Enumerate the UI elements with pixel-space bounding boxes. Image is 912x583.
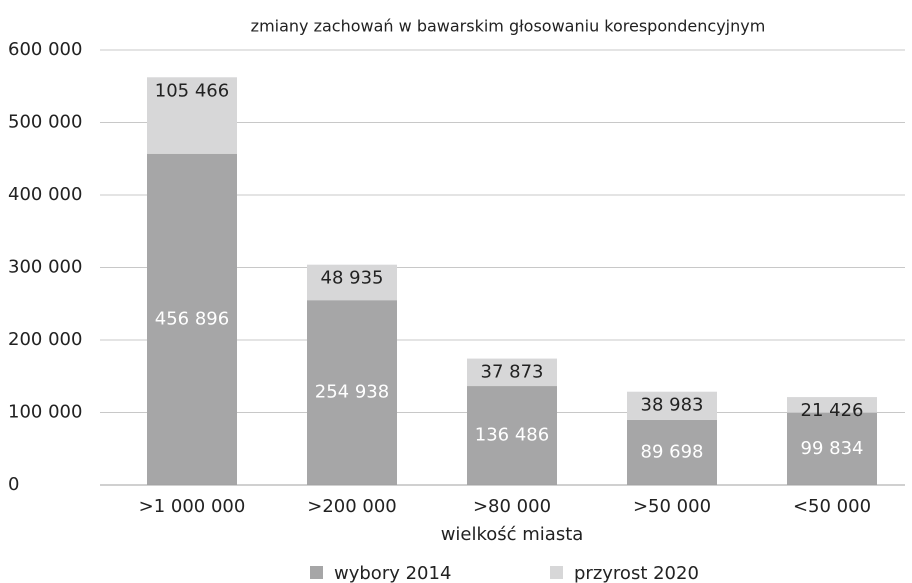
y-tick-label: 200 000: [8, 329, 82, 350]
y-tick-label: 500 000: [8, 112, 82, 133]
y-tick-label: 600 000: [8, 39, 82, 60]
data-label: 21 426: [801, 400, 864, 421]
x-tick-label: >200 000: [307, 496, 397, 517]
data-label: 38 983: [641, 395, 704, 416]
bar-segment: [627, 419, 717, 485]
bar-segment: [307, 264, 397, 301]
bar-segment: [307, 300, 397, 485]
data-label: 48 935: [321, 268, 384, 289]
data-label: 37 873: [481, 362, 544, 383]
bar-segment: [467, 358, 557, 387]
x-tick-label: >80 000: [473, 496, 551, 517]
data-label: 254 938: [315, 382, 389, 403]
legend-label: wybory 2014: [334, 563, 451, 583]
legend-label: przyrost 2020: [574, 563, 699, 583]
data-label: 99 834: [801, 438, 864, 459]
bar-segment: [627, 391, 717, 420]
legend-swatch: [550, 566, 563, 579]
y-tick-label: 100 000: [8, 402, 82, 423]
y-tick-label: 0: [8, 474, 19, 495]
bar-segment: [467, 386, 557, 485]
data-label: 89 698: [641, 441, 704, 462]
bar-segment: [147, 153, 237, 485]
chart-title: zmiany zachowań w bawarskim głosowaniu k…: [251, 17, 766, 36]
y-tick-label: 400 000: [8, 184, 82, 205]
x-tick-label: <50 000: [793, 496, 871, 517]
bar-segment: [787, 412, 877, 485]
x-axis-label: wielkość miasta: [441, 524, 584, 545]
data-label: 105 466: [155, 80, 229, 101]
bar-segment: [147, 77, 237, 154]
legend-swatch: [310, 566, 323, 579]
data-label: 136 486: [475, 425, 549, 446]
y-tick-label: 300 000: [8, 257, 82, 278]
bar-segment: [787, 397, 877, 413]
data-label: 456 896: [155, 308, 229, 329]
x-tick-label: >50 000: [633, 496, 711, 517]
x-tick-label: >1 000 000: [139, 496, 246, 517]
